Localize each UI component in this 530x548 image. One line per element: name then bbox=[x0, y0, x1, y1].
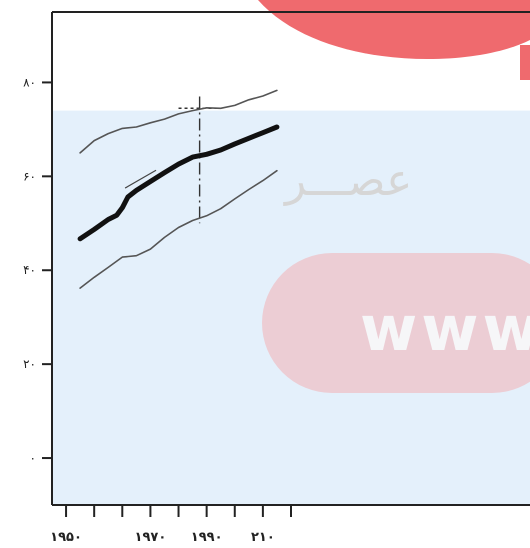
y-tick-label: ۴۰ bbox=[23, 263, 36, 277]
series-line-central bbox=[77, 124, 280, 242]
reference-lines bbox=[178, 96, 221, 224]
series-lines bbox=[77, 89, 280, 289]
overlay-segment bbox=[124, 169, 157, 189]
x-tick-label: ۱۹۵۰ bbox=[50, 530, 82, 545]
series-line-upper bbox=[79, 89, 278, 154]
y-tick-label: ۸۰ bbox=[23, 75, 36, 89]
watermark-red-shape bbox=[258, 0, 530, 60]
x-tick-label: ۱۹۹۰ bbox=[191, 530, 223, 545]
y-tick-label: ۶۰ bbox=[23, 169, 36, 183]
y-tick-label: ۰ bbox=[30, 451, 36, 465]
watermark-red-shape-right bbox=[520, 45, 530, 80]
watermark-latin-text: www bbox=[360, 292, 530, 365]
watermark-pill bbox=[262, 253, 530, 393]
series-line-lower bbox=[79, 169, 278, 289]
y-tick-label: ۲۰ bbox=[23, 357, 36, 371]
x-tick-label: ۱۹۷۰ bbox=[135, 530, 167, 545]
tick-marks: ۰ ۲۰ ۴۰ ۶۰ ۸۰ ۱۹۵۰ ۱۹۷۰ ۱۹۹۰ ۲۱۰ bbox=[23, 75, 292, 545]
watermark: www عصـــر bbox=[258, 0, 530, 393]
x-tick-label: ۲۱۰ bbox=[251, 530, 275, 545]
watermark-arabic-text: عصـــر bbox=[283, 155, 412, 206]
